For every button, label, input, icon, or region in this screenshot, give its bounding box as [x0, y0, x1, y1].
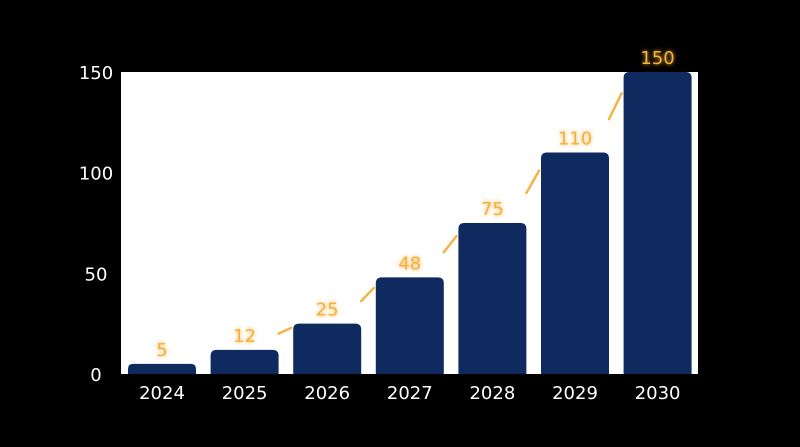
data-label: 110: [558, 129, 592, 150]
trend-segment: [277, 326, 293, 335]
trend-segment: [607, 92, 623, 121]
y-tick-label: 100: [79, 164, 113, 185]
bars: [128, 72, 692, 374]
trend-segment: [359, 286, 376, 303]
data-label: 5: [156, 340, 167, 361]
trend-line: [277, 92, 623, 335]
y-axis-tick-labels: 0 50 100 150: [79, 63, 113, 386]
bar-2025: [210, 349, 279, 374]
bar-2024: [128, 363, 196, 374]
x-tick-label: 2028: [469, 383, 515, 404]
bar-2026: [293, 323, 362, 374]
x-tick-label: 2027: [387, 383, 433, 404]
y-tick-label: 0: [90, 365, 101, 386]
bar-2027: [375, 277, 444, 374]
data-label: 25: [316, 300, 339, 321]
x-tick-label: 2029: [552, 383, 598, 404]
x-tick-label: 2030: [635, 383, 681, 404]
data-label: 75: [481, 199, 504, 220]
data-label: 48: [398, 253, 421, 274]
trend-segment: [442, 234, 458, 254]
bar-2030: [623, 72, 692, 374]
trend-segment: [525, 169, 541, 195]
x-axis-tick-labels: 2024 2025 2026 2027 2028 2029 2030: [139, 383, 680, 404]
x-tick-label: 2025: [222, 383, 268, 404]
bar-2029: [541, 152, 609, 374]
x-tick-label: 2024: [139, 383, 185, 404]
y-tick-label: 150: [79, 63, 113, 84]
data-labels: 5 12 25 48 75 110 150: [156, 48, 675, 361]
data-label: 12: [233, 326, 256, 347]
bar-2028: [458, 223, 527, 374]
bar-caps: [141, 70, 678, 366]
x-tick-label: 2026: [304, 383, 350, 404]
y-tick-label: 50: [85, 264, 108, 285]
data-label: 150: [640, 48, 674, 69]
